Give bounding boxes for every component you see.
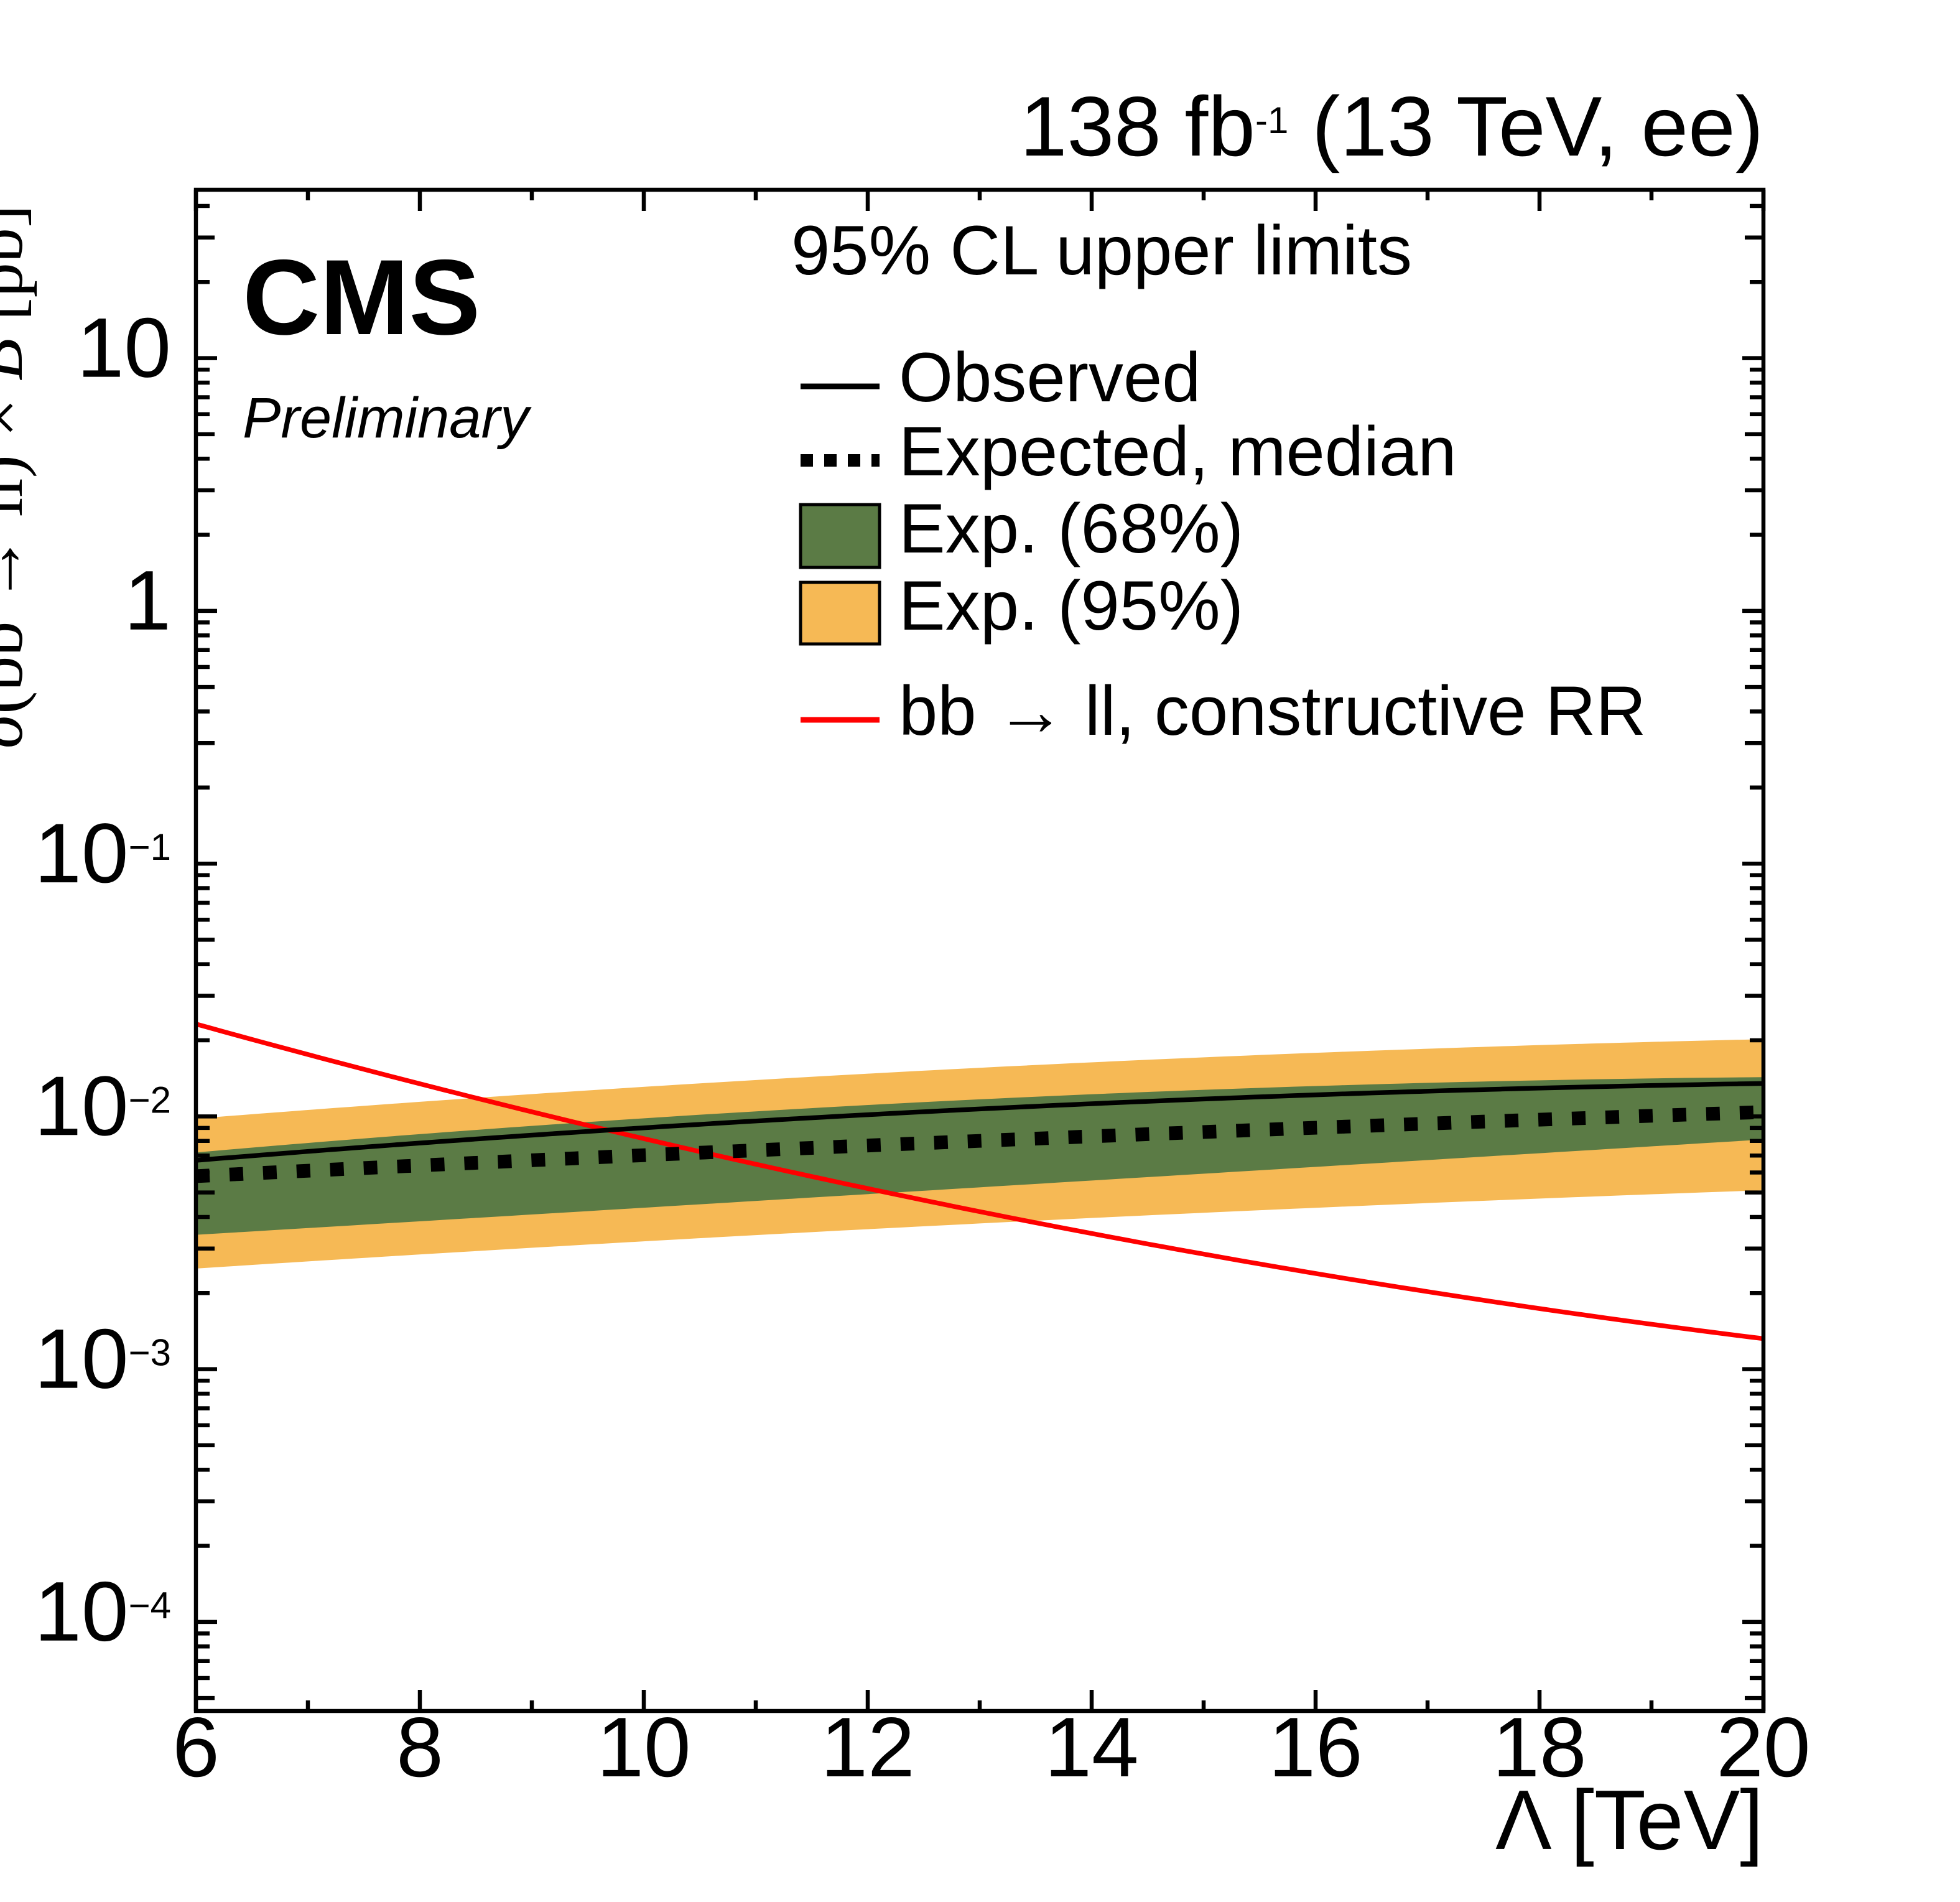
svg-text:12: 12 bbox=[820, 1700, 914, 1794]
svg-text:138 fb-1 (13 TeV, ee): 138 fb-1 (13 TeV, ee) bbox=[1020, 79, 1763, 174]
svg-text:8: 8 bbox=[396, 1700, 444, 1794]
svg-text:6: 6 bbox=[172, 1700, 220, 1794]
svg-text:bb → ll, constructive RR: bb → ll, constructive RR bbox=[899, 672, 1646, 750]
svg-text:CMS: CMS bbox=[243, 238, 480, 357]
svg-text:Preliminary: Preliminary bbox=[243, 386, 532, 450]
svg-text:Expected, median: Expected, median bbox=[899, 413, 1457, 490]
svg-text:1: 1 bbox=[124, 553, 171, 648]
svg-text:Exp. (68%): Exp. (68%) bbox=[899, 490, 1243, 567]
svg-text:σ(bb → ll) × B [pb]: σ(bb → ll) × B [pb] bbox=[0, 205, 37, 748]
svg-text:16: 16 bbox=[1268, 1700, 1362, 1794]
svg-text:10: 10 bbox=[77, 301, 171, 395]
svg-text:95% CL upper limits: 95% CL upper limits bbox=[791, 212, 1412, 289]
svg-text:Exp. (95%): Exp. (95%) bbox=[899, 567, 1243, 645]
svg-text:14: 14 bbox=[1044, 1700, 1138, 1794]
svg-text:Observed: Observed bbox=[899, 338, 1201, 416]
svg-text:10: 10 bbox=[597, 1700, 690, 1794]
svg-text:Λ [TeV]: Λ [TeV] bbox=[1495, 1773, 1763, 1867]
